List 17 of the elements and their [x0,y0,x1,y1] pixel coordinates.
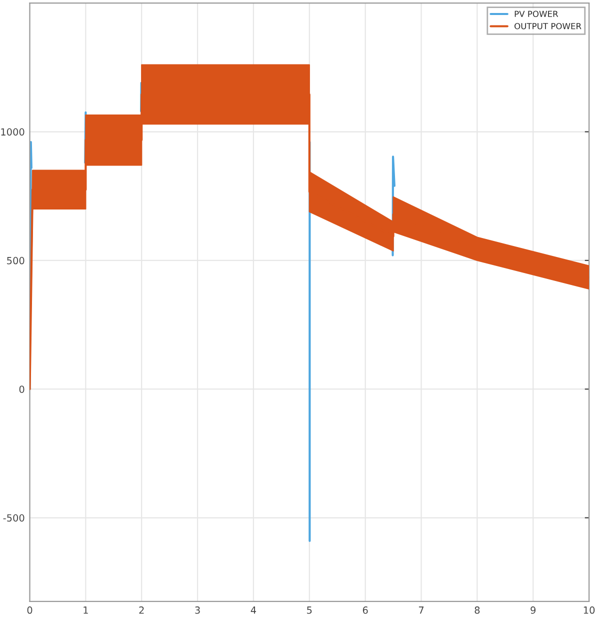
legend-label: PV POWER [514,10,558,18]
x-tick-label: 0 [27,606,32,614]
x-tick-label: 4 [250,606,256,614]
x-tick-label: 3 [195,606,200,614]
x-tick-label: 9 [530,606,536,614]
y-tick-label: 500 [7,256,24,264]
x-tick-label: 5 [307,606,312,614]
y-tick-label: 1000 [1,128,24,136]
x-tick-label: 10 [584,606,595,614]
x-tick-label: 8 [474,606,480,614]
y-tick-label: 0 [19,386,24,393]
legend-label: OUTPUT POWER [514,22,582,30]
x-tick-label: 6 [362,606,368,614]
y-tick-label: -500 [3,514,24,522]
x-tick-label: 7 [418,606,424,614]
x-tick-label: 1 [84,606,88,614]
x-tick-label: 2 [139,606,144,614]
